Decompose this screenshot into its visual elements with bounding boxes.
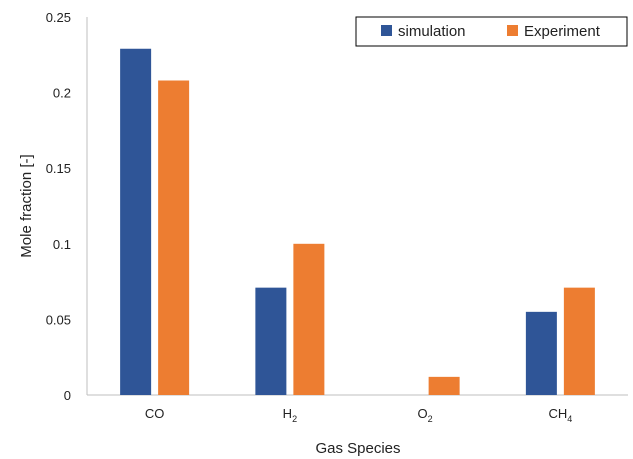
legend-label-simulation: simulation: [398, 23, 466, 40]
bar-simulation-ch4: [525, 311, 557, 395]
legend-box: [355, 16, 628, 47]
legend: simulation Experiment: [355, 16, 628, 47]
bar-experiment-h2: [293, 243, 325, 395]
bar-simulation-h2: [255, 287, 287, 395]
bar-experiment-ch4: [563, 287, 595, 395]
y-tick-label: 0.15: [46, 161, 71, 176]
x-tick-label: O2: [418, 406, 433, 424]
legend-label-experiment: Experiment: [524, 23, 601, 40]
y-tick-label: 0: [64, 388, 71, 403]
y-axis: 0 0.05 0.1 0.15 0.2 0.25: [46, 10, 71, 403]
y-tick-label: 0.05: [46, 312, 71, 327]
x-axis-title: Gas Species: [315, 440, 400, 457]
x-axis-labels: CO H2 O2 CH4: [145, 406, 572, 424]
x-tick-label: CO: [145, 406, 165, 421]
legend-swatch-experiment: [507, 25, 518, 36]
legend-swatch-simulation: [381, 25, 392, 36]
bars: [120, 48, 595, 395]
y-tick-label: 0.25: [46, 10, 71, 25]
x-tick-label: H2: [283, 406, 297, 424]
x-tick-label: CH4: [548, 406, 572, 424]
y-tick-label: 0.2: [53, 86, 71, 101]
y-axis-title: Mole fraction [-]: [18, 154, 35, 257]
bar-experiment-o2: [428, 376, 460, 395]
y-tick-label: 0.1: [53, 237, 71, 252]
bar-simulation-co: [120, 48, 152, 395]
bar-experiment-co: [158, 80, 190, 395]
